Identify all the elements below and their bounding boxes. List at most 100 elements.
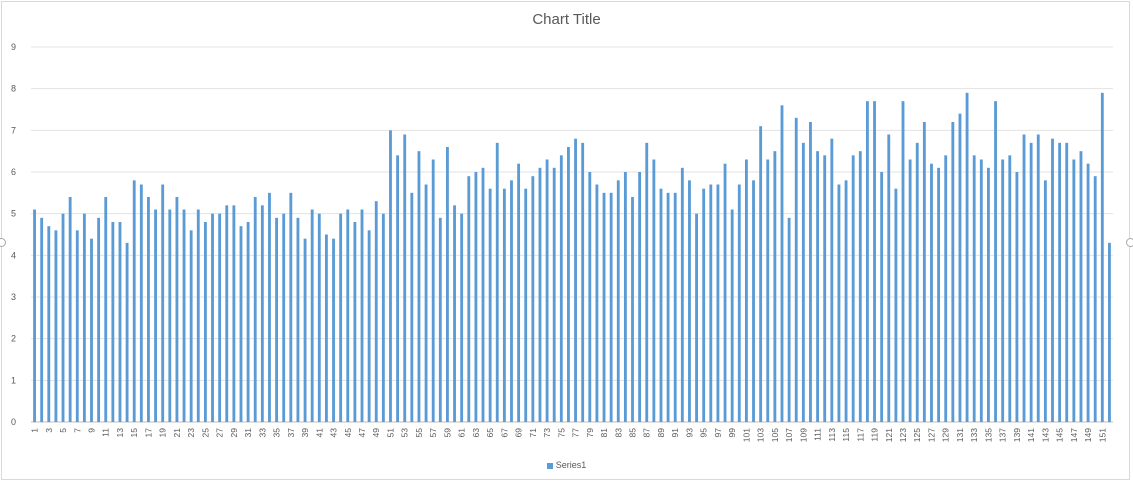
bar-86[interactable] [638, 172, 642, 422]
bar-90[interactable] [666, 192, 670, 422]
bar-17[interactable] [147, 197, 150, 422]
bar-6[interactable] [68, 197, 72, 422]
bar-35[interactable] [275, 217, 279, 422]
bar-59[interactable] [446, 147, 449, 422]
bar-21[interactable] [175, 197, 179, 422]
bar-71[interactable] [531, 176, 535, 422]
bar-78[interactable] [581, 142, 585, 423]
bar-18[interactable] [154, 209, 157, 423]
bar-92[interactable] [680, 167, 684, 422]
bar-55[interactable] [417, 151, 421, 422]
bar-74[interactable] [552, 167, 556, 422]
bar-149[interactable] [1086, 163, 1090, 422]
resize-handle-right[interactable] [1126, 238, 1133, 247]
bar-144[interactable] [1051, 138, 1054, 422]
bar-16[interactable] [139, 184, 143, 423]
bar-150[interactable] [1093, 176, 1097, 422]
bar-99[interactable] [730, 209, 734, 423]
bar-7[interactable] [75, 230, 79, 422]
bar-33[interactable] [260, 205, 264, 422]
bar-70[interactable] [524, 188, 528, 422]
bar-97[interactable] [716, 184, 720, 423]
bar-134[interactable] [979, 159, 983, 423]
bar-45[interactable] [346, 209, 350, 423]
bar-112[interactable] [823, 155, 827, 423]
bar-75[interactable] [559, 155, 563, 423]
bar-129[interactable] [944, 155, 948, 423]
bar-52[interactable] [396, 155, 400, 423]
bar-8[interactable] [82, 213, 86, 422]
bar-95[interactable] [702, 188, 706, 422]
bar-49[interactable] [374, 201, 378, 422]
bar-89[interactable] [659, 188, 663, 422]
bar-135[interactable] [987, 167, 990, 422]
bar-148[interactable] [1079, 151, 1083, 422]
bar-119[interactable] [873, 101, 876, 423]
bar-48[interactable] [367, 230, 371, 422]
bar-57[interactable] [431, 159, 435, 423]
bar-34[interactable] [268, 192, 271, 422]
bar-41[interactable] [317, 213, 321, 422]
bar-130[interactable] [951, 122, 955, 422]
bar-124[interactable] [908, 159, 912, 423]
bar-140[interactable] [1022, 134, 1026, 423]
bar-152[interactable] [1108, 242, 1111, 422]
bar-79[interactable] [588, 172, 592, 422]
bar-29[interactable] [232, 205, 236, 422]
bar-117[interactable] [858, 151, 862, 422]
bar-101[interactable] [744, 159, 748, 423]
bar-46[interactable] [353, 222, 357, 422]
bar-66[interactable] [495, 142, 499, 423]
bar-139[interactable] [1015, 172, 1019, 422]
bar-94[interactable] [695, 213, 698, 422]
bar-106[interactable] [780, 105, 784, 422]
bar-143[interactable] [1043, 180, 1047, 422]
bar-56[interactable] [424, 184, 428, 423]
bar-26[interactable] [211, 213, 214, 422]
bar-128[interactable] [937, 167, 941, 422]
bar-51[interactable] [389, 130, 392, 423]
bar-54[interactable] [410, 192, 414, 422]
bar-133[interactable] [972, 155, 976, 423]
bar-114[interactable] [837, 184, 841, 423]
bar-63[interactable] [474, 172, 478, 422]
bar-50[interactable] [381, 213, 385, 422]
bar-146[interactable] [1065, 142, 1069, 423]
bar-39[interactable] [303, 238, 307, 422]
bar-44[interactable] [339, 213, 343, 422]
bar-60[interactable] [453, 205, 456, 422]
bar-109[interactable] [801, 142, 805, 423]
bar-42[interactable] [324, 234, 328, 423]
bar-22[interactable] [182, 209, 186, 423]
bar-88[interactable] [652, 159, 656, 423]
bar-91[interactable] [673, 192, 677, 422]
bar-142[interactable] [1036, 134, 1040, 423]
bar-62[interactable] [467, 176, 471, 422]
bar-3[interactable] [47, 226, 51, 422]
bar-85[interactable] [631, 197, 634, 422]
bar-126[interactable] [922, 122, 926, 422]
bar-15[interactable] [132, 180, 136, 422]
bar-10[interactable] [97, 217, 101, 422]
bar-28[interactable] [225, 205, 229, 422]
bar-72[interactable] [538, 167, 542, 422]
bar-2[interactable] [40, 217, 44, 422]
bar-98[interactable] [723, 163, 727, 422]
bar-138[interactable] [1008, 155, 1012, 423]
bar-96[interactable] [709, 184, 713, 423]
bar-123[interactable] [901, 101, 905, 423]
bar-125[interactable] [915, 142, 919, 423]
bar-73[interactable] [545, 159, 549, 423]
bar-103[interactable] [759, 126, 763, 423]
bar-4[interactable] [54, 230, 58, 422]
bar-104[interactable] [766, 159, 770, 423]
bar-47[interactable] [360, 209, 364, 423]
bar-80[interactable] [595, 184, 599, 423]
bar-82[interactable] [609, 192, 613, 422]
resize-handle-left[interactable] [0, 238, 6, 247]
bar-1[interactable] [33, 209, 36, 423]
bar-132[interactable] [965, 92, 969, 422]
bar-38[interactable] [296, 217, 300, 422]
bar-136[interactable] [994, 101, 997, 423]
bar-9[interactable] [90, 238, 93, 422]
